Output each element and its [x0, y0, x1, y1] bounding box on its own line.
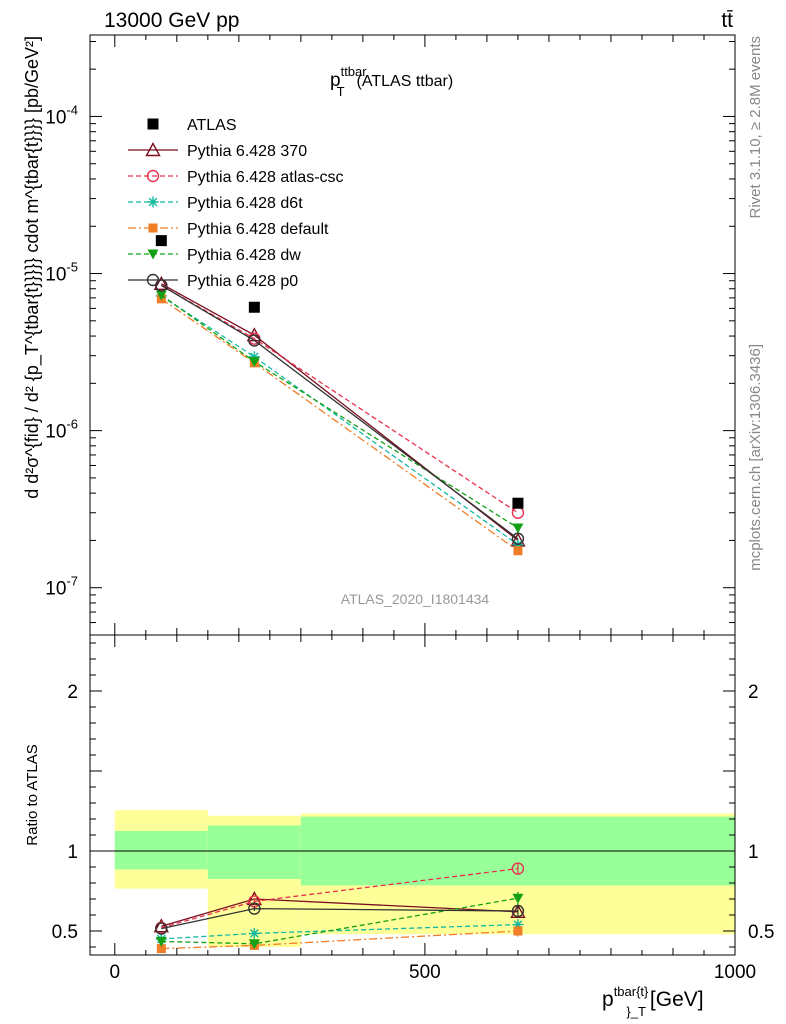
series-pythia-6-428-p0 [155, 279, 525, 545]
ratio-panel: 0.5 0.51 12 20 500 1000 Ratio to ATLAS ptbar{… [24, 634, 774, 1019]
ratio-point [153, 918, 169, 933]
legend-label: Pythia 6.428 d6t [187, 195, 303, 212]
data-point [155, 235, 167, 247]
side-label-mcplots: mcplots.cern.ch [arXiv:1306.3436] [747, 344, 764, 571]
plot-title-sup: ttbar [341, 64, 368, 79]
ratio-y-tick-label: 2 [67, 682, 78, 703]
legend-entry: Pythia 6.428 p0 [128, 273, 298, 290]
y-tick-label-exp: -5 [66, 260, 78, 275]
series-line [160, 284, 519, 540]
y-tick-label-base: 10 [45, 422, 66, 443]
ratio-xlabel: ptbar{t}}_T[GeV] [602, 984, 704, 1019]
y-tick-label-exp: -6 [66, 417, 78, 432]
x-tick-label: 1000 [714, 962, 756, 983]
legend-label: ATLAS [187, 117, 237, 134]
ratio-y-tick-label: 0.5 [52, 922, 78, 943]
series-pythia-6-428-atlas-csc [155, 279, 525, 519]
legend-entry: Pythia 6.428 370 [128, 142, 307, 160]
main-ylabel: d d²σ^{fid} / d² {p_T^{tbar{t}}}}} cdot … [22, 36, 43, 499]
legend-marker [148, 223, 158, 233]
y-tick-label: 10-6 [45, 417, 78, 443]
legend-marker [145, 142, 161, 157]
y-tick-label: 10-5 [45, 260, 78, 286]
series-line [160, 294, 519, 529]
data-point [248, 351, 260, 363]
legend-marker [146, 169, 160, 183]
series-pythia-6-428-default [156, 294, 523, 556]
data-point [155, 290, 167, 301]
ratio-series-pythia-6-428-p0 [155, 902, 525, 935]
legend-label: Pythia 6.428 p0 [187, 273, 298, 290]
series-line [161, 283, 519, 541]
legend-label: Pythia 6.428 atlas-csc [187, 169, 344, 186]
y-tick-label-exp: -4 [66, 102, 78, 117]
ratio-y-tick-label-right: 0.5 [748, 922, 774, 943]
data-point [248, 301, 260, 313]
x-tick-label: 0 [110, 962, 121, 983]
series-pythia-6-428-dw [155, 290, 524, 534]
main-panel: 10-710-610-510-4 pttbar T(ATLAS ttbar) AT… [22, 34, 736, 636]
ratio-point [248, 927, 260, 939]
plot-title: pttbar T(ATLAS ttbar) [330, 64, 453, 99]
ratio-frame [89, 634, 736, 956]
ratio-point [511, 862, 525, 875]
ratio-point [512, 919, 524, 931]
legend: ATLAS Pythia 6.428 370 Pythia 6.428 atlas-… [128, 117, 344, 290]
legend-entry: Pythia 6.428 dw [128, 247, 301, 264]
legend-label: Pythia 6.428 370 [187, 143, 307, 160]
y-tick-label: 10-4 [45, 102, 78, 128]
ratio-y-tick-label-right: 1 [748, 842, 759, 863]
data-point [248, 334, 261, 347]
data-point [512, 523, 524, 534]
data-point [511, 506, 525, 519]
legend-entry: ATLAS [147, 117, 237, 134]
ratio-ylabel: Ratio to ATLAS [24, 744, 41, 845]
legend-label: Pythia 6.428 default [187, 221, 329, 238]
series-line [160, 298, 519, 552]
uncertainty-band-green [207, 825, 301, 879]
x-tick-label: 500 [409, 962, 441, 983]
series-atlas-data [155, 235, 524, 509]
legend-entry: Pythia 6.428 atlas-csc [128, 169, 344, 186]
ratio-point [511, 904, 525, 918]
ratio-point [512, 893, 524, 904]
ratio-point [156, 944, 166, 954]
ratio-point [513, 926, 523, 936]
data-point [511, 532, 525, 545]
ratio-y-tick-label-right: 2 [748, 682, 759, 703]
series-pythia-6-428-d6t [155, 290, 524, 551]
header-process: 13000 GeV pp [104, 9, 239, 32]
side-label-rivet: Rivet 3.1.10, ≥ 2.8M events [747, 36, 764, 219]
y-tick-label-exp: -7 [66, 574, 78, 589]
xlabel-sub: }_T [626, 1004, 646, 1019]
legend-marker [147, 249, 159, 260]
y-tick-label: 10-7 [45, 574, 78, 600]
uncertainty-band-green [114, 831, 208, 870]
y-tick-label-base: 10 [45, 265, 66, 286]
ratio-point [155, 922, 168, 935]
y-tick-label-base: 10 [45, 107, 66, 128]
ratio-point [155, 936, 167, 947]
data-point [513, 546, 523, 556]
data-point [512, 497, 524, 509]
y-tick-label-base: 10 [45, 579, 66, 600]
legend-label: Pythia 6.428 dw [187, 247, 301, 264]
series-pythia-6-428-370 [153, 275, 526, 547]
series-line [160, 284, 519, 514]
ratio-point [248, 902, 261, 915]
watermark: ATLAS_2020_I1801434 [341, 591, 490, 607]
header-final-state: tt̄ [721, 9, 733, 32]
legend-marker [147, 196, 159, 208]
xlabel-sup: tbar{t} [614, 984, 649, 999]
data-point [248, 357, 260, 368]
plot-title-sub: T [337, 84, 345, 99]
legend-entry: Pythia 6.428 d6t [128, 195, 303, 212]
ratio-point [248, 939, 260, 950]
legend-entry: Pythia 6.428 default [128, 221, 329, 238]
legend-marker [146, 273, 160, 287]
ratio-series-pythia-6-428-dw [155, 891, 524, 950]
legend-marker [147, 118, 159, 130]
ratio-y-tick-label: 1 [67, 842, 78, 863]
